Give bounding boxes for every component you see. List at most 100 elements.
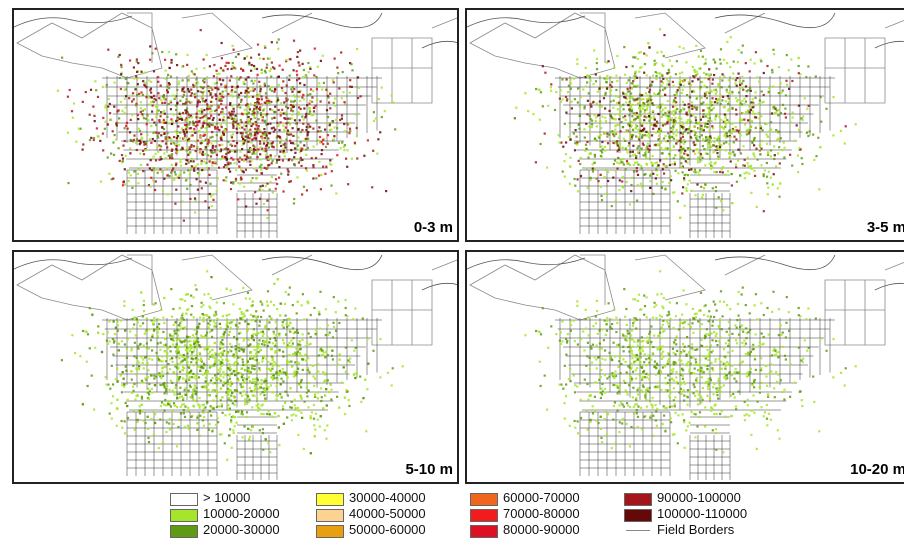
point bbox=[697, 78, 699, 80]
point bbox=[653, 124, 655, 126]
point bbox=[136, 421, 138, 423]
point bbox=[341, 114, 343, 116]
point bbox=[318, 354, 320, 356]
point bbox=[308, 113, 310, 115]
point bbox=[82, 143, 84, 145]
point bbox=[691, 190, 693, 192]
point bbox=[124, 140, 126, 142]
point bbox=[236, 106, 238, 108]
point bbox=[771, 71, 773, 73]
point bbox=[766, 176, 768, 178]
point bbox=[244, 398, 246, 400]
point bbox=[617, 145, 619, 147]
point bbox=[124, 89, 126, 91]
point bbox=[649, 180, 651, 182]
point bbox=[142, 362, 144, 364]
point bbox=[213, 75, 215, 77]
point bbox=[238, 322, 240, 324]
point bbox=[760, 164, 762, 166]
point bbox=[772, 183, 774, 185]
point bbox=[179, 322, 181, 324]
point bbox=[150, 177, 152, 179]
point bbox=[82, 101, 84, 103]
point bbox=[622, 104, 624, 106]
point bbox=[221, 111, 223, 113]
point bbox=[202, 313, 204, 315]
point bbox=[218, 167, 220, 169]
point bbox=[329, 163, 331, 165]
point bbox=[232, 62, 234, 64]
point bbox=[692, 150, 694, 152]
point bbox=[796, 124, 798, 126]
point bbox=[622, 92, 624, 94]
point bbox=[213, 64, 215, 66]
point bbox=[153, 375, 155, 377]
point bbox=[785, 80, 787, 82]
point bbox=[205, 182, 207, 184]
point bbox=[149, 138, 151, 140]
point bbox=[219, 348, 221, 350]
point bbox=[808, 105, 810, 107]
point bbox=[687, 183, 689, 185]
point bbox=[624, 74, 626, 76]
point bbox=[190, 95, 192, 97]
point bbox=[655, 71, 657, 73]
point bbox=[291, 414, 293, 416]
point bbox=[210, 297, 212, 299]
point bbox=[147, 376, 149, 378]
point bbox=[238, 347, 240, 349]
point bbox=[636, 112, 638, 114]
point bbox=[706, 97, 708, 99]
point bbox=[682, 89, 684, 91]
point bbox=[244, 382, 246, 384]
density-points bbox=[61, 270, 404, 461]
point bbox=[243, 425, 245, 427]
point bbox=[569, 183, 571, 185]
point bbox=[260, 169, 262, 171]
point bbox=[216, 82, 218, 84]
point bbox=[206, 346, 208, 348]
point bbox=[175, 104, 177, 106]
point bbox=[751, 142, 753, 144]
point bbox=[778, 196, 780, 198]
point bbox=[759, 150, 761, 152]
point bbox=[223, 179, 225, 181]
point bbox=[166, 372, 168, 374]
point bbox=[263, 140, 265, 142]
point bbox=[790, 121, 792, 123]
point bbox=[229, 366, 231, 368]
point bbox=[690, 168, 692, 170]
point bbox=[125, 125, 127, 127]
point bbox=[169, 368, 171, 370]
point bbox=[278, 444, 280, 446]
point bbox=[675, 73, 677, 75]
point bbox=[254, 365, 256, 367]
point bbox=[276, 385, 278, 387]
point bbox=[234, 425, 236, 427]
point bbox=[373, 120, 375, 122]
point bbox=[259, 86, 261, 88]
point bbox=[292, 353, 294, 355]
point bbox=[742, 45, 744, 47]
point bbox=[391, 384, 393, 386]
point bbox=[164, 350, 166, 352]
point bbox=[204, 200, 206, 202]
point bbox=[153, 377, 155, 379]
point bbox=[249, 160, 251, 162]
point bbox=[106, 84, 108, 86]
point bbox=[311, 101, 313, 103]
point bbox=[684, 131, 686, 133]
point bbox=[726, 119, 728, 121]
point bbox=[771, 69, 773, 71]
point bbox=[320, 188, 322, 190]
point bbox=[188, 428, 190, 430]
point bbox=[256, 177, 258, 179]
point bbox=[313, 385, 315, 387]
point bbox=[741, 51, 743, 53]
point bbox=[150, 81, 152, 83]
point bbox=[725, 117, 727, 119]
point bbox=[172, 95, 174, 97]
point bbox=[305, 149, 307, 151]
point bbox=[702, 109, 704, 111]
point bbox=[629, 102, 631, 104]
